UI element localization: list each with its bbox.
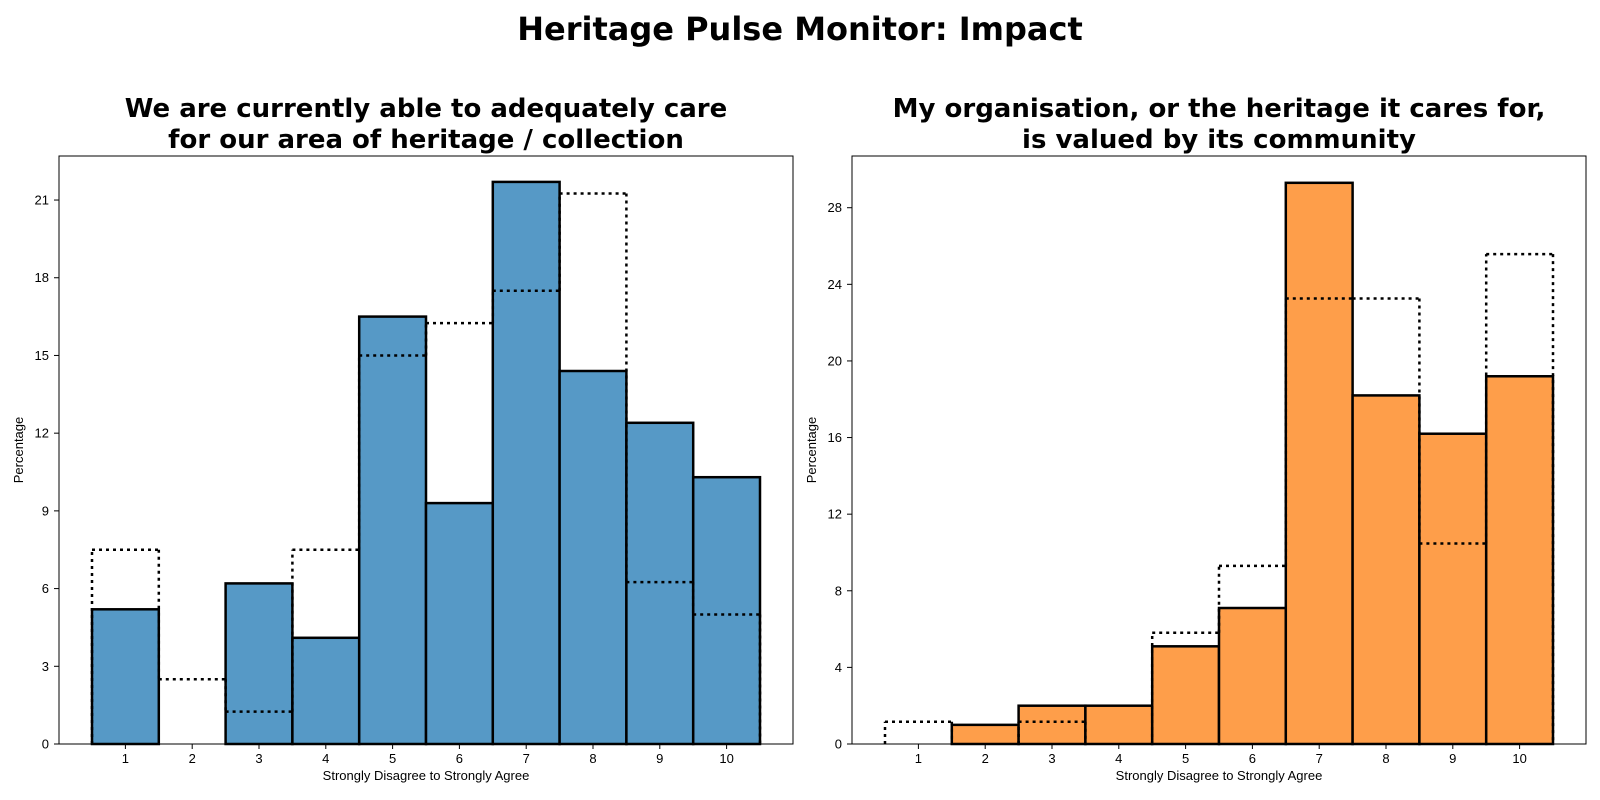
x-tick-label: 4 bbox=[322, 751, 329, 766]
y-tick-label: 0 bbox=[835, 737, 842, 752]
y-tick-label: 21 bbox=[35, 193, 49, 208]
x-tick-label: 7 bbox=[1316, 751, 1323, 766]
bar bbox=[1418, 432, 1488, 746]
figure-title: Heritage Pulse Monitor: Impact bbox=[517, 10, 1083, 48]
x-tick-label: 2 bbox=[189, 751, 196, 766]
y-tick-label: 15 bbox=[35, 348, 49, 363]
x-tick-label: 5 bbox=[389, 751, 396, 766]
y-tick-label: 12 bbox=[828, 507, 842, 522]
y-tick-label: 24 bbox=[828, 277, 842, 292]
bar bbox=[625, 421, 695, 746]
y-tick-label: 8 bbox=[835, 583, 842, 598]
y-tick-label: 18 bbox=[35, 270, 49, 285]
y-tick-label: 12 bbox=[35, 426, 49, 441]
x-tick-label: 7 bbox=[523, 751, 530, 766]
y-tick-label: 16 bbox=[828, 430, 842, 445]
y-tick-label: 4 bbox=[835, 660, 842, 675]
x-axis-label: Strongly Disagree to Strongly Agree bbox=[1116, 768, 1323, 783]
y-axis-label: Percentage bbox=[804, 417, 819, 484]
bar bbox=[950, 723, 1020, 746]
bar bbox=[90, 608, 161, 746]
bar bbox=[424, 501, 495, 746]
x-tick-label: 10 bbox=[719, 751, 733, 766]
y-tick-label: 6 bbox=[42, 581, 49, 596]
bar bbox=[491, 180, 561, 746]
bar bbox=[1284, 181, 1354, 746]
x-tick-label: 10 bbox=[1512, 751, 1526, 766]
y-tick-label: 9 bbox=[42, 503, 49, 518]
panel-title-line: is valued by its community bbox=[1022, 125, 1416, 155]
bar bbox=[1484, 375, 1555, 746]
bar bbox=[1017, 704, 1087, 746]
bar bbox=[1217, 606, 1288, 746]
x-tick-label: 2 bbox=[982, 751, 989, 766]
panel-title-line: We are currently able to adequately care bbox=[125, 94, 727, 124]
x-tick-label: 3 bbox=[255, 751, 262, 766]
x-tick-label: 9 bbox=[656, 751, 663, 766]
bar bbox=[1150, 645, 1221, 746]
x-tick-label: 1 bbox=[915, 751, 922, 766]
x-tick-label: 8 bbox=[589, 751, 596, 766]
y-tick-label: 20 bbox=[828, 353, 842, 368]
x-tick-label: 3 bbox=[1048, 751, 1055, 766]
bar bbox=[224, 582, 294, 746]
panel-title-line: for our area of heritage / collection bbox=[168, 125, 684, 155]
x-tick-label: 6 bbox=[456, 751, 463, 766]
bar bbox=[691, 475, 762, 746]
y-axis-label: Percentage bbox=[11, 417, 26, 484]
bar bbox=[357, 315, 428, 746]
y-tick-label: 3 bbox=[42, 659, 49, 674]
bar bbox=[558, 369, 628, 746]
x-tick-label: 6 bbox=[1249, 751, 1256, 766]
x-tick-label: 5 bbox=[1182, 751, 1189, 766]
y-tick-label: 0 bbox=[42, 737, 49, 752]
plot-frame bbox=[58, 155, 794, 745]
panel-title-line: My organisation, or the heritage it care… bbox=[893, 94, 1546, 124]
x-tick-label: 8 bbox=[1382, 751, 1389, 766]
plot-frame bbox=[851, 155, 1587, 745]
bar bbox=[1351, 394, 1421, 746]
bar bbox=[1084, 704, 1154, 746]
x-tick-label: 4 bbox=[1115, 751, 1122, 766]
y-tick-label: 28 bbox=[828, 200, 842, 215]
x-tick-label: 9 bbox=[1449, 751, 1456, 766]
x-tick-label: 1 bbox=[122, 751, 129, 766]
bar bbox=[291, 636, 361, 746]
x-axis-label: Strongly Disagree to Strongly Agree bbox=[323, 768, 530, 783]
